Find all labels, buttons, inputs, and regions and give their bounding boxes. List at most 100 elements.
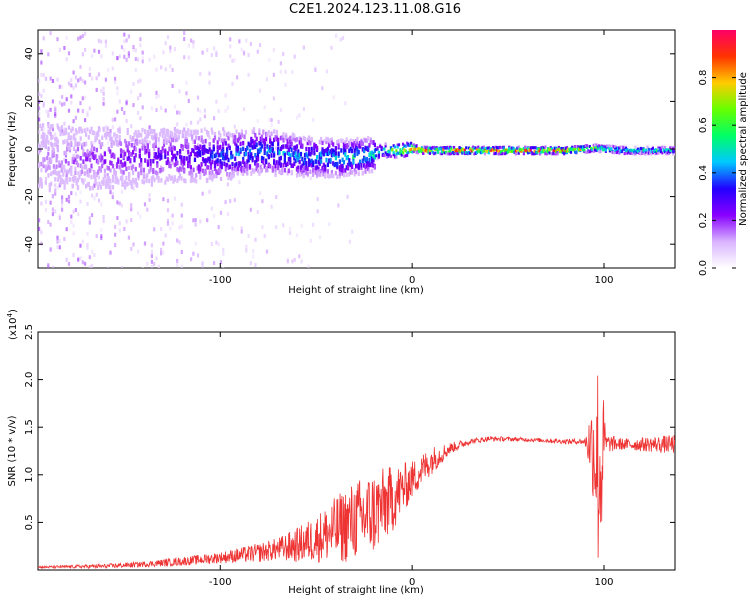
heatmap-cell	[586, 144, 589, 148]
heatmap-cell	[555, 150, 558, 154]
heatmap-cell	[99, 168, 102, 173]
heatmap-cell	[345, 172, 348, 177]
heatmap-cell	[169, 142, 172, 147]
heatmap-cell	[71, 183, 74, 189]
heatmap-cell	[72, 146, 76, 151]
heatmap-cell	[556, 148, 559, 152]
heatmap-cell	[348, 158, 351, 163]
heatmap-cell	[254, 237, 257, 242]
heatmap-cell	[481, 146, 484, 150]
heatmap-cell	[148, 140, 151, 145]
heatmap-cell	[142, 139, 145, 145]
heatmap-cell	[145, 134, 148, 139]
heatmap-cell	[254, 139, 257, 145]
heatmap-cell	[188, 171, 191, 176]
heatmap-cell	[252, 249, 255, 253]
heatmap-cell	[128, 141, 131, 146]
heatmap-cell	[43, 157, 46, 162]
heatmap-cell	[637, 147, 640, 151]
heatmap-cell	[289, 226, 292, 231]
heatmap-cell	[332, 95, 335, 100]
heatmap-cell	[240, 167, 243, 172]
heatmap-cell	[306, 137, 309, 142]
heatmap-cell	[479, 151, 483, 155]
heatmap-cell	[346, 143, 350, 148]
heatmap-cell	[178, 110, 181, 115]
heatmap-cell	[85, 141, 88, 147]
heatmap-cell	[199, 166, 202, 171]
heatmap-cell	[226, 182, 229, 187]
heatmap-cell	[669, 146, 672, 150]
heatmap-cell	[559, 149, 562, 152]
heatmap-cell	[64, 153, 68, 158]
heatmap-cell	[196, 120, 200, 125]
heatmap-cell	[310, 136, 313, 142]
heatmap-cell	[330, 148, 333, 153]
heatmap-cell	[130, 218, 133, 222]
heatmap-cell	[277, 150, 280, 156]
heatmap-cell	[193, 177, 196, 182]
heatmap-cell	[134, 166, 137, 172]
heatmap-cell	[350, 169, 354, 175]
heatmap-cell	[79, 170, 82, 175]
heatmap-cell	[177, 176, 180, 181]
heatmap-cell	[88, 67, 91, 71]
heatmap-cell	[119, 159, 123, 165]
heatmap-cell	[333, 152, 336, 157]
heatmap-cell	[465, 150, 468, 154]
heatmap-cell	[305, 165, 308, 171]
heatmap-cell	[192, 130, 195, 136]
heatmap-cell	[384, 142, 387, 146]
heatmap-cell	[115, 176, 119, 182]
heatmap-cell	[654, 148, 657, 152]
heatmap-cell	[663, 146, 667, 150]
heatmap-cell	[301, 163, 304, 169]
heatmap-cell	[99, 157, 102, 163]
heatmap-cell	[647, 151, 650, 155]
heatmap-cell	[90, 163, 93, 169]
heatmap-cell	[369, 156, 372, 161]
heatmap-cell	[71, 159, 74, 164]
heatmap-cell	[81, 178, 84, 183]
heatmap-cell	[269, 138, 272, 143]
heatmap-cell	[262, 156, 265, 162]
heatmap-cell	[250, 152, 253, 157]
heatmap-cell	[486, 150, 489, 153]
heatmap-cell	[84, 31, 87, 36]
heatmap-cell	[297, 152, 300, 157]
heatmap-cell	[84, 47, 87, 52]
heatmap-cell	[144, 145, 147, 151]
heatmap-cell	[302, 45, 305, 50]
heatmap-cell	[42, 157, 45, 162]
heatmap-cell	[153, 227, 156, 232]
heatmap-cell	[224, 93, 227, 98]
heatmap-cell	[328, 222, 331, 227]
heatmap-cell	[659, 146, 662, 150]
heatmap-cell	[187, 43, 190, 48]
heatmap-cell	[300, 223, 303, 228]
heatmap-cell	[139, 92, 142, 97]
heatmap-cell	[86, 154, 89, 159]
heatmap-cell	[192, 251, 195, 256]
heatmap-cell	[461, 150, 464, 153]
heatmap-cell	[146, 159, 149, 164]
heatmap-cell	[238, 39, 241, 44]
heatmap-cell	[220, 161, 223, 166]
heatmap-cell	[328, 158, 331, 163]
heatmap-cell	[333, 162, 336, 168]
heatmap-cell	[72, 223, 75, 228]
heatmap-cell	[56, 239, 59, 244]
heatmap-cell	[44, 138, 47, 144]
spectrogram-y-tick-label: -20	[24, 188, 35, 204]
heatmap-cell	[402, 146, 405, 150]
heatmap-cell	[267, 130, 270, 135]
heatmap-cell	[173, 153, 176, 159]
heatmap-cell	[91, 193, 94, 198]
heatmap-cell	[314, 159, 317, 164]
heatmap-cell	[44, 199, 48, 204]
heatmap-cell	[450, 152, 453, 156]
heatmap-cell	[70, 214, 73, 219]
heatmap-cell	[380, 148, 383, 152]
heatmap-cell	[62, 164, 65, 170]
heatmap-cell	[265, 141, 269, 146]
